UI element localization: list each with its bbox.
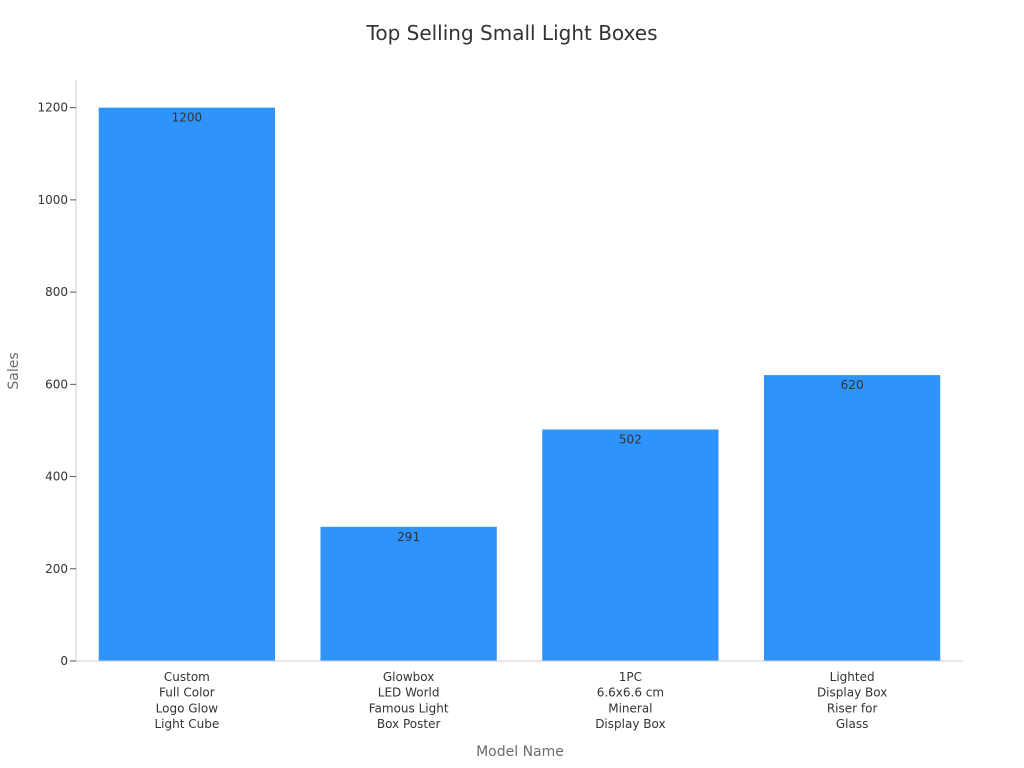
x-category-label-line: Custom: [164, 670, 210, 684]
bar-data-label: 620: [841, 378, 864, 392]
y-tick-label: 1200: [37, 101, 68, 115]
y-tick-label: 1000: [37, 193, 68, 207]
x-category-label-line: Display Box: [817, 686, 887, 700]
y-tick-label: 0: [60, 654, 68, 668]
x-axis: Custom Full Color Logo Glow Light Cube Glowb…: [76, 660, 963, 731]
x-category-label-line: Mineral: [608, 701, 652, 715]
x-category-label-line: Famous Light: [369, 701, 449, 715]
bars: 1200 291 502 620: [98, 107, 941, 661]
y-tick-label: 800: [45, 285, 68, 299]
x-category-label-line: 6.6x6.6 cm: [597, 686, 664, 700]
x-category-label-line: Riser for: [827, 701, 878, 715]
x-category-label-line: Display Box: [595, 717, 665, 731]
bar: [98, 107, 276, 661]
x-category-label: Glowbox LED World Famous Light Box Poster: [369, 670, 449, 731]
chart-title: Top Selling Small Light Boxes: [366, 21, 658, 45]
x-category-label-line: Glowbox: [383, 670, 434, 684]
y-tick-label: 200: [45, 562, 68, 576]
y-axis: 0 200 400 600 800 1000 1200: [37, 80, 77, 668]
y-axis-label: Sales: [6, 352, 22, 389]
bar-data-label: 291: [397, 530, 420, 544]
bar-data-label: 1200: [172, 111, 203, 125]
y-tick-label: 400: [45, 470, 68, 484]
x-category-label-line: Lighted: [830, 670, 875, 684]
bar-data-label: 502: [619, 433, 642, 447]
x-category-label: Custom Full Color Logo Glow Light Cube: [155, 670, 220, 731]
x-category-label-line: Full Color: [159, 686, 215, 700]
y-tick-label: 600: [45, 377, 68, 391]
x-category-label-line: Logo Glow: [156, 701, 219, 715]
x-category-label-line: Glass: [836, 717, 869, 731]
x-axis-label: Model Name: [476, 744, 564, 760]
bar: [542, 429, 719, 661]
x-category-label-line: Light Cube: [155, 717, 220, 731]
x-category-label: Lighted Display Box Riser for Glass: [817, 670, 887, 731]
x-category-label-line: 1PC: [619, 670, 642, 684]
bar: [763, 375, 941, 661]
x-category-label-line: LED World: [378, 686, 440, 700]
x-category-label: 1PC 6.6x6.6 cm Mineral Display Box: [595, 670, 665, 731]
bar: [320, 526, 497, 661]
x-category-label-line: Box Poster: [377, 717, 441, 731]
